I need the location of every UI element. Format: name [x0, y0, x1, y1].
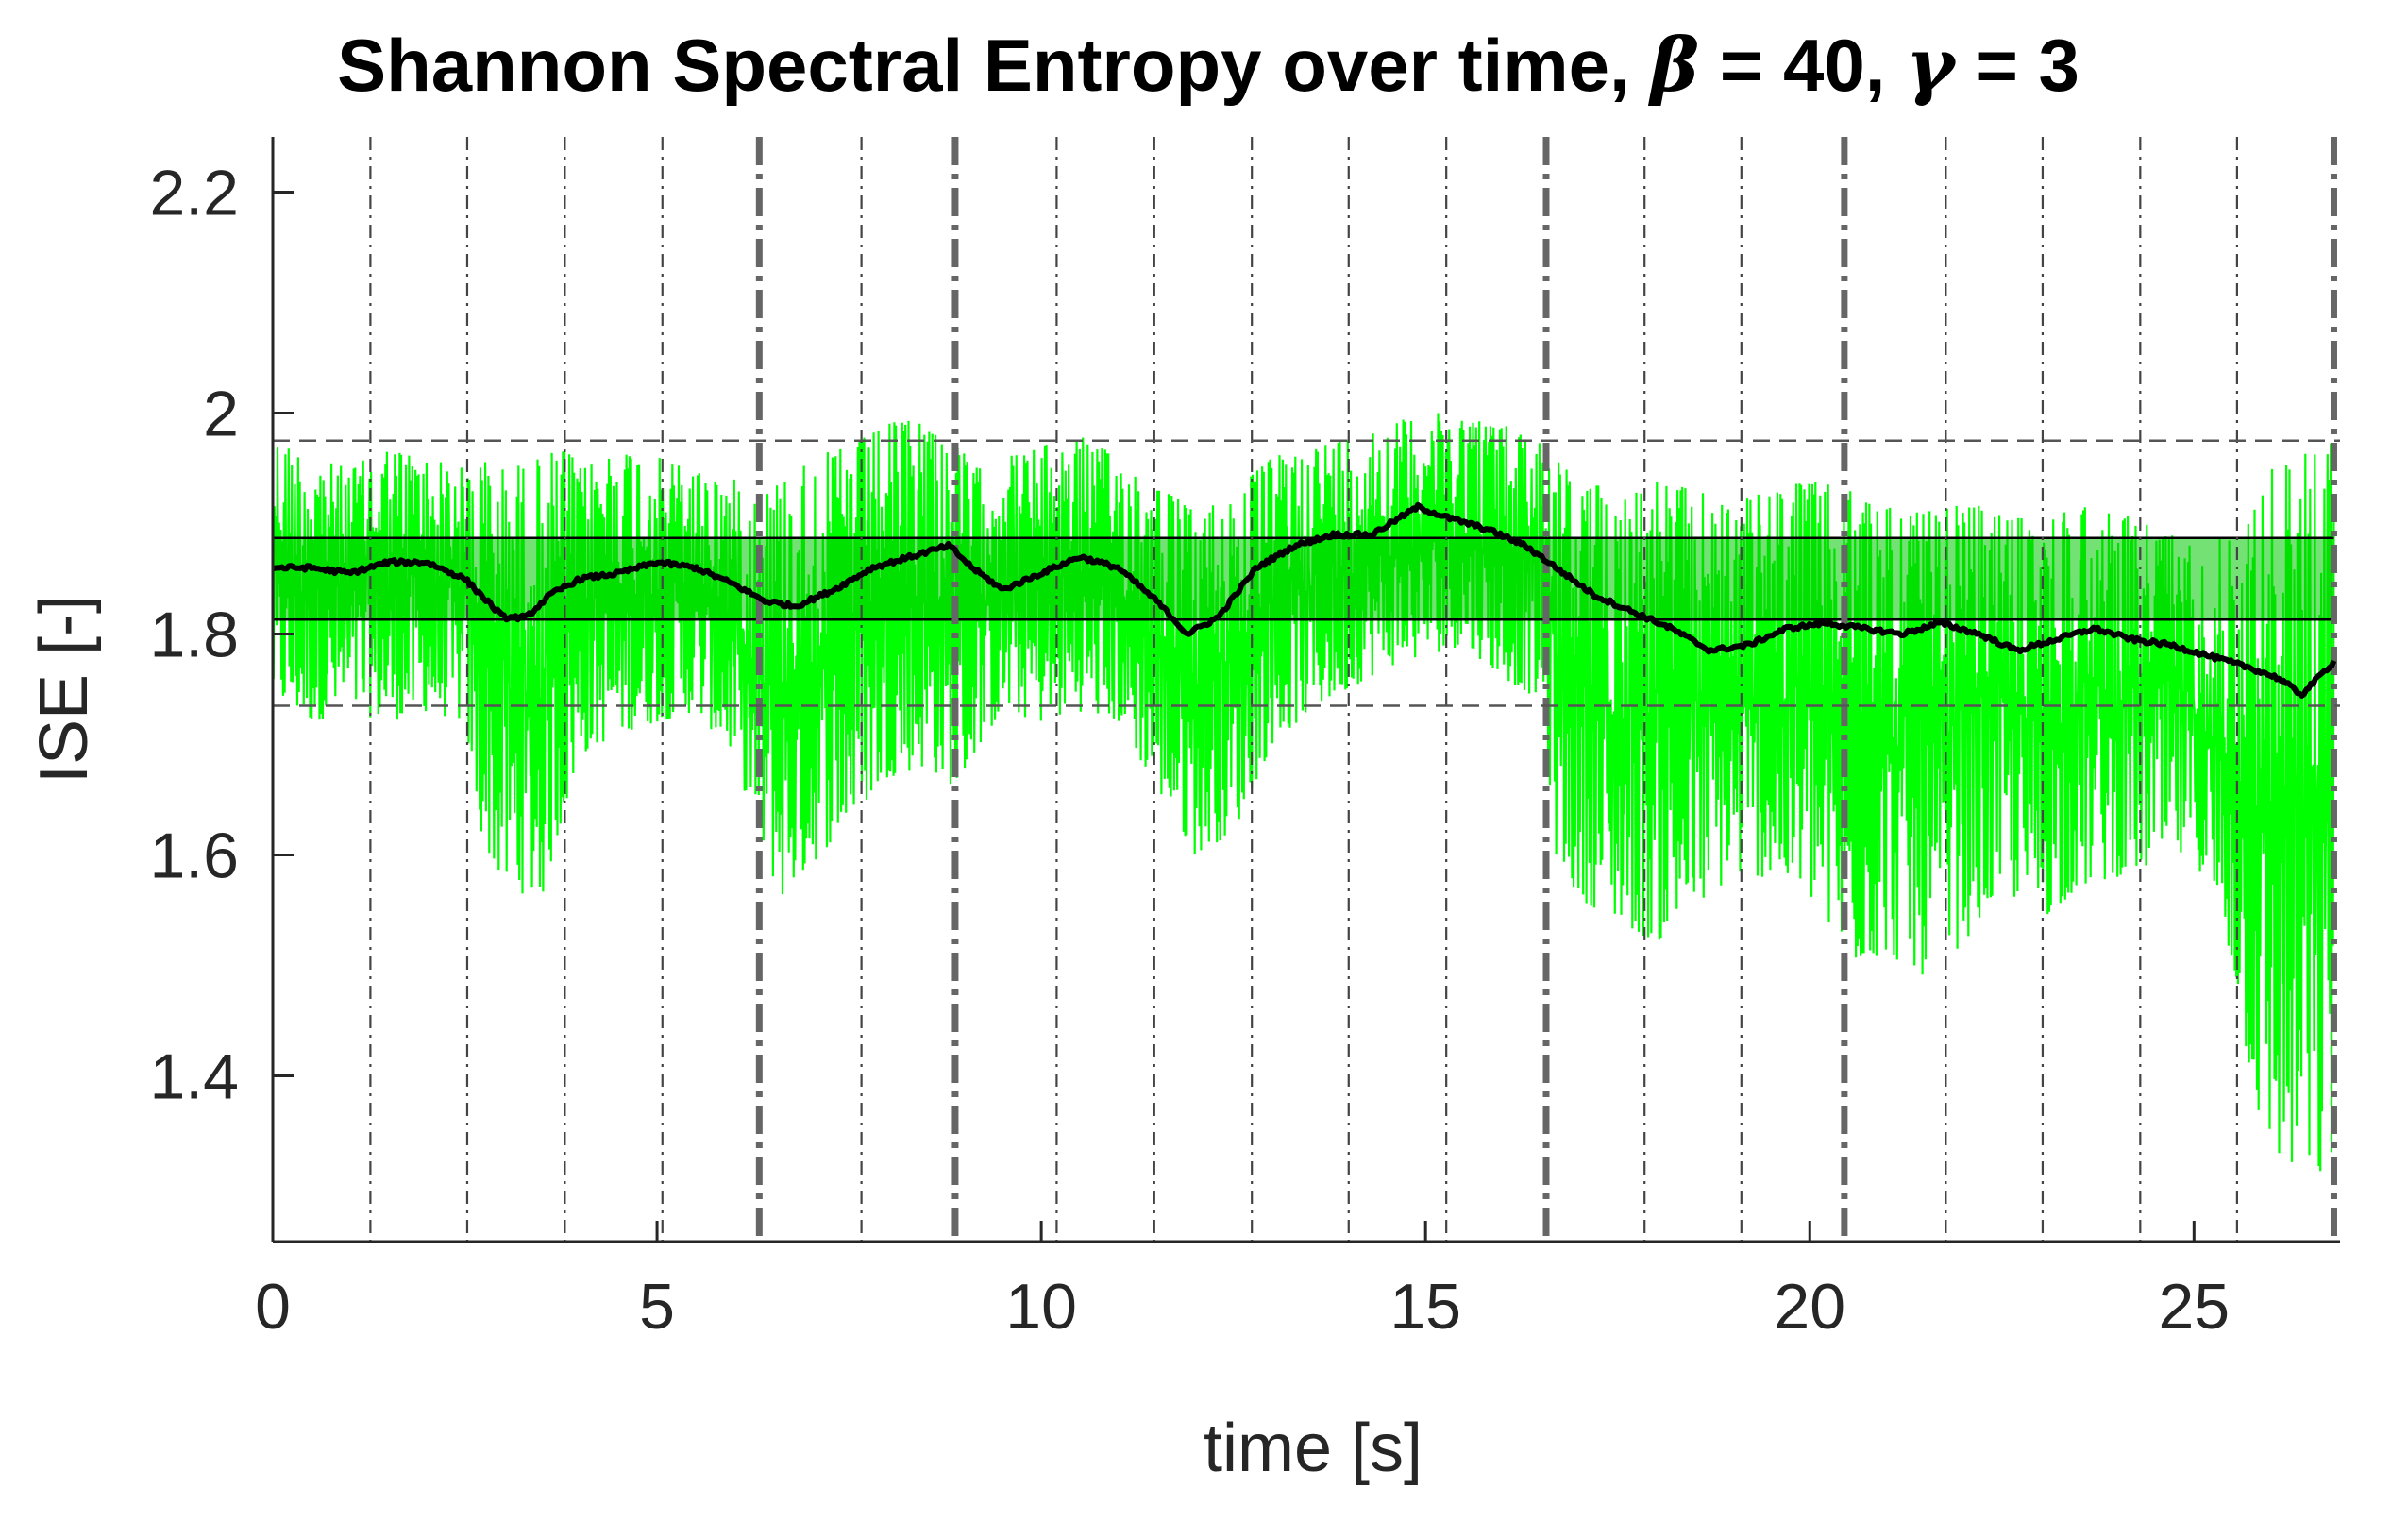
- x-tick-label: 25: [2158, 1271, 2230, 1343]
- y-tick-label: 1.8: [149, 600, 239, 671]
- smoothed-line-layer: [273, 501, 2337, 699]
- horizontal-limits-layer: [273, 439, 2340, 707]
- x-tick-label: 5: [639, 1271, 675, 1343]
- y-tick-label: 2.2: [149, 158, 239, 229]
- mean-band: [273, 537, 2334, 620]
- y-axis-label: ISE [-]: [26, 595, 102, 784]
- plot-area: 0 5 10 15 20 25 1.4 1.6 1.8 2 2.2: [149, 137, 2340, 1343]
- mean-band-group: [273, 536, 2334, 621]
- x-tick-label: 10: [1005, 1271, 1077, 1343]
- x-axis-label: time [s]: [1204, 1411, 1423, 1486]
- title-beta-value: = 40,: [1720, 24, 1886, 107]
- y-tick-label: 1.6: [149, 820, 239, 892]
- y-tick-label: 2: [203, 379, 239, 450]
- title-gamma-symbol: γ: [1906, 23, 1958, 109]
- x-tick-label: 15: [1389, 1271, 1461, 1343]
- smoothed-signal-line: [273, 501, 2337, 699]
- title-beta-symbol: β: [1647, 23, 1699, 109]
- title-prefix: Shannon Spectral Entropy over time,: [337, 24, 1630, 107]
- ticks-layer: 0 5 10 15 20 25 1.4 1.6 1.8 2 2.2: [149, 158, 2230, 1344]
- y-tick-label: 1.4: [149, 1041, 239, 1113]
- title-gamma-value: = 3: [1975, 24, 2080, 107]
- x-tick-label: 20: [1774, 1271, 1845, 1343]
- chart-title: Shannon Spectral Entropy over time, β = …: [337, 23, 2080, 109]
- x-tick-label: 0: [255, 1271, 291, 1343]
- vertical-markers-layer: [369, 137, 2337, 1242]
